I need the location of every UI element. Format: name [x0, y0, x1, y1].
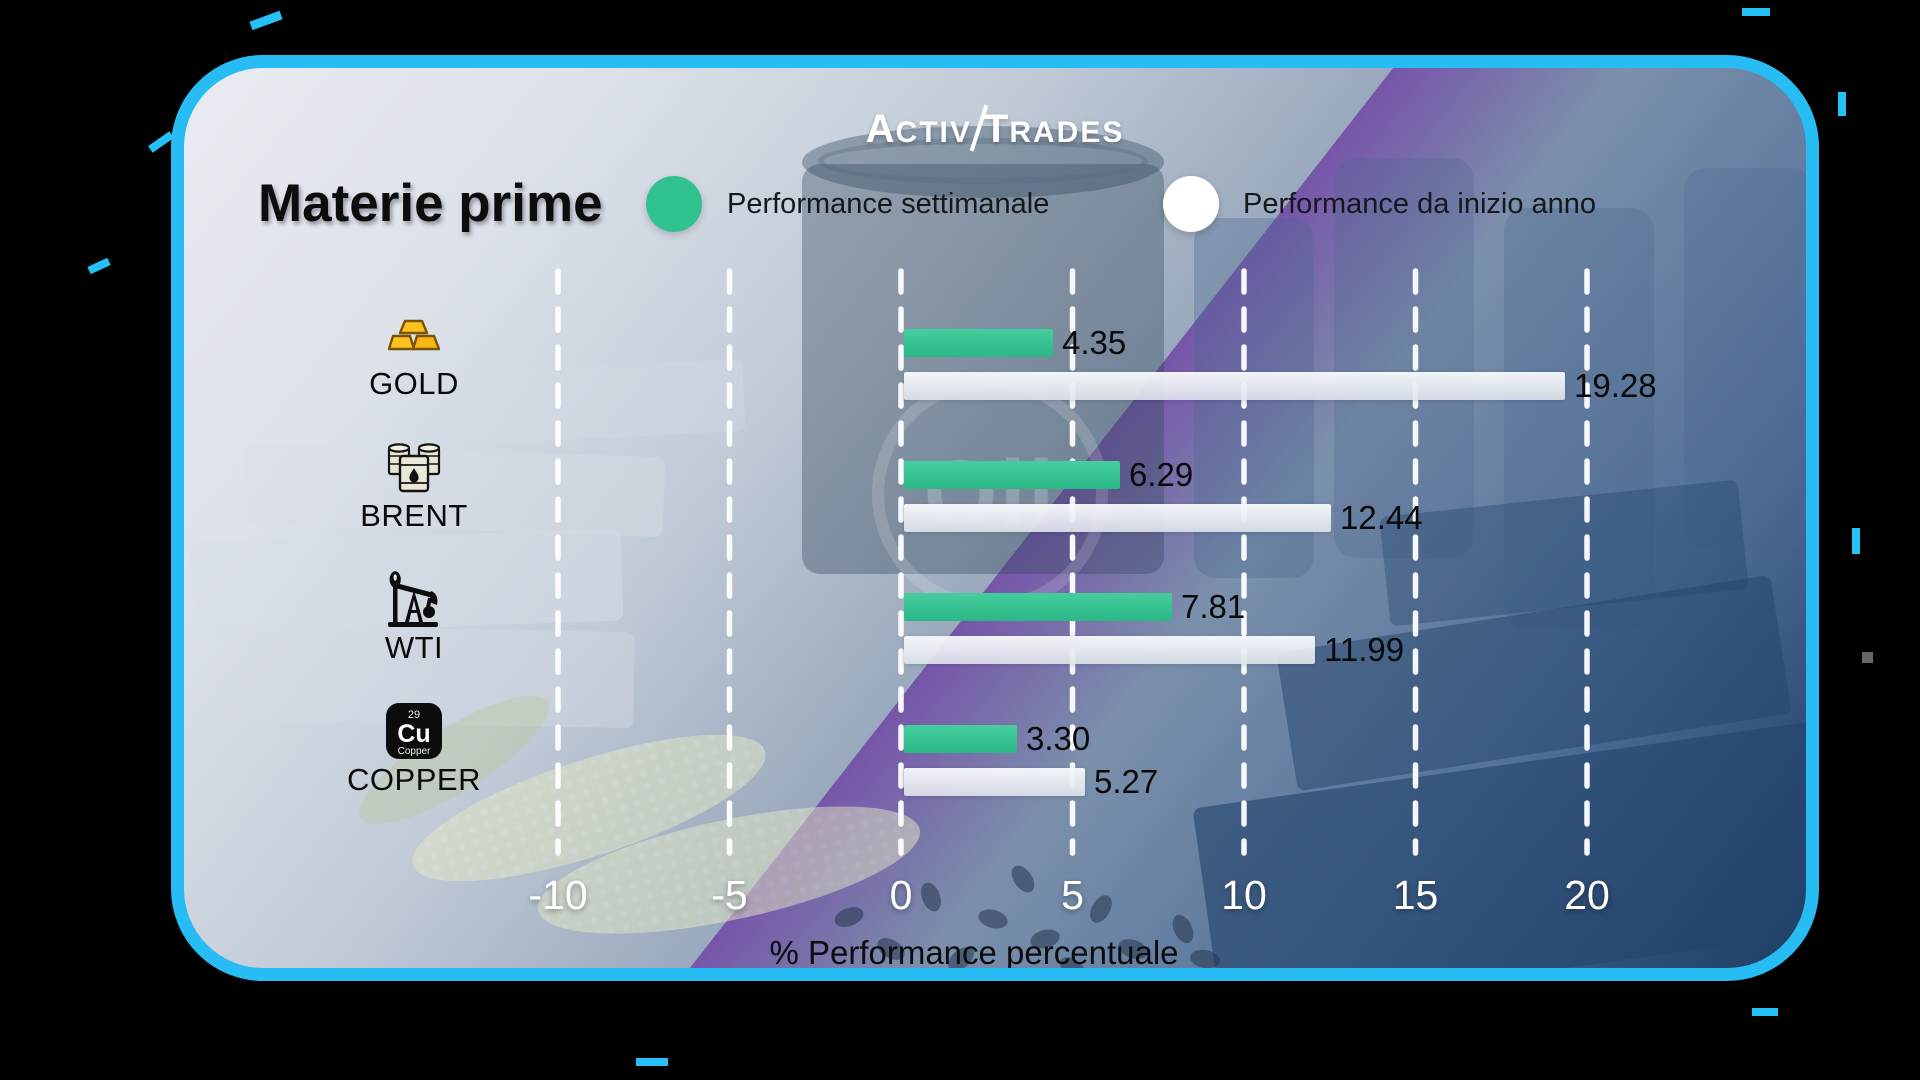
value-label-brent-weekly: 6.29 [1129, 456, 1194, 493]
gold-bars-icon [382, 303, 446, 367]
value-label-gold-weekly: 4.35 [1062, 324, 1127, 361]
bar-brent-weekly [904, 461, 1120, 489]
bar-gold-weekly [904, 329, 1053, 357]
legend-dot-ytd [1163, 176, 1219, 232]
coffee-bean [1054, 972, 1087, 981]
x-tick-label-15: 15 [1392, 872, 1439, 918]
value-label-brent-ytd: 12.44 [1340, 499, 1423, 536]
glitch-artifact [249, 10, 283, 31]
bar-wti-weekly [904, 593, 1172, 621]
value-label-gold-ytd: 19.28 [1574, 367, 1657, 404]
gold-bars-icon [388, 319, 440, 351]
panel: Oil ACTIV TRADES Materie prime Performanc… [171, 55, 1819, 981]
brand-logo: ACTIV TRADES [184, 104, 1806, 152]
page-title: Materie prime [258, 174, 603, 233]
x-axis-title: % Performance percentuale [769, 934, 1179, 971]
oil-pump-icon [388, 571, 438, 627]
coffee-bean [885, 967, 921, 968]
oil-barrels-icon [382, 435, 446, 499]
bar-copper-ytd [904, 768, 1085, 796]
x-tick-label-0: 0 [889, 872, 913, 918]
copper-element-icon: 29 Cu Copper [386, 703, 442, 759]
bar-gold-ytd [904, 372, 1565, 400]
chart: -10 -5 0 5 10 15 20 GOLD 4.35 19.28 BRENT 6.29 12.… [184, 68, 1806, 968]
glitch-artifact [1852, 528, 1860, 554]
category-label-wti: WTI [384, 630, 444, 665]
oil-pump-icon [382, 567, 446, 631]
legend-label-ytd: Performance da inizio anno [1243, 188, 1597, 220]
value-label-wti-ytd: 11.99 [1324, 631, 1405, 668]
x-tick-label-5: 5 [1061, 872, 1084, 918]
gridlines [555, 268, 1590, 856]
glitch-artifact [1752, 1008, 1778, 1016]
svg-text:29: 29 [408, 709, 420, 721]
x-tick-label--10: -10 [528, 872, 588, 918]
x-tick-label-20: 20 [1564, 872, 1610, 918]
x-tick-label-10: 10 [1221, 872, 1267, 918]
bar-brent-ytd [904, 504, 1331, 532]
glitch-artifact [1862, 652, 1873, 663]
category-label-brent: BRENT [360, 498, 468, 533]
oil-barrels-icon [387, 443, 441, 493]
value-label-wti-weekly: 7.81 [1181, 588, 1246, 625]
legend-dot-weekly [646, 176, 702, 232]
glitch-artifact [87, 257, 111, 275]
category-label-gold: GOLD [369, 366, 459, 401]
bar-wti-ytd [904, 636, 1315, 664]
legend-label-weekly: Performance settimanale [727, 188, 1050, 220]
glitch-artifact [636, 1058, 668, 1066]
svg-text:Cu: Cu [397, 720, 430, 748]
bar-copper-weekly [904, 725, 1017, 753]
value-label-copper-weekly: 3.30 [1026, 720, 1091, 757]
glitch-artifact [1742, 8, 1770, 16]
value-label-copper-ytd: 5.27 [1094, 763, 1159, 800]
glitch-artifact [1838, 92, 1846, 116]
x-tick-label--5: -5 [711, 872, 748, 918]
copper-element-icon: 29 Cu Copper [382, 699, 446, 763]
svg-text:Copper: Copper [398, 746, 431, 757]
category-label-copper: COPPER [347, 762, 481, 797]
